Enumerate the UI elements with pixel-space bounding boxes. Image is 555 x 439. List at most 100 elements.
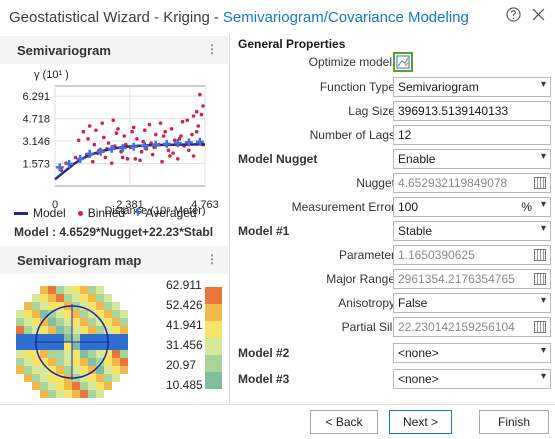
anisotropy-select[interactable]: False ▾ bbox=[393, 293, 551, 313]
binned-point bbox=[168, 154, 172, 158]
map-cell bbox=[112, 374, 120, 382]
map-cell bbox=[64, 286, 72, 294]
map-cell bbox=[64, 294, 72, 302]
map-cell bbox=[112, 310, 120, 318]
close-button[interactable] bbox=[528, 4, 548, 24]
map-cell bbox=[32, 350, 40, 358]
map-cell bbox=[24, 334, 32, 342]
map-cell bbox=[56, 302, 64, 310]
binned-point bbox=[161, 134, 166, 138]
map-cell bbox=[88, 366, 96, 374]
left-panel: Semivariogram ⋮ γ (10¹ ) 0 2.381 4.763 6.2… bbox=[0, 34, 228, 404]
number-of-lags-input[interactable]: 12 bbox=[393, 125, 551, 145]
finish-button[interactable]: Finish bbox=[479, 410, 549, 434]
map-cell bbox=[64, 326, 72, 334]
binned-point bbox=[94, 128, 98, 133]
x-tick-label: 2.381 bbox=[116, 199, 144, 211]
map-menu-icon[interactable]: ⋮ bbox=[206, 252, 218, 266]
chevron-down-icon: ▾ bbox=[540, 223, 546, 234]
y-tick-label: 3.146 bbox=[22, 136, 50, 148]
binned-point bbox=[116, 127, 120, 131]
binned-swatch bbox=[77, 210, 83, 216]
partial-sill-value: 22.230142159256104 bbox=[398, 320, 515, 334]
help-button[interactable] bbox=[503, 4, 523, 24]
model-nugget-value: Enable bbox=[398, 152, 436, 166]
model-nugget-select[interactable]: Enable ▾ bbox=[393, 149, 551, 169]
map-cell bbox=[96, 366, 104, 374]
nugget-label: Nugget bbox=[356, 176, 395, 190]
x-tick-label: 0 bbox=[52, 199, 58, 211]
map-legend-label: 62.911 bbox=[166, 278, 202, 292]
calculator-icon[interactable] bbox=[534, 321, 546, 333]
map-cell bbox=[56, 342, 64, 350]
panel-menu-icon[interactable]: ⋮ bbox=[206, 42, 218, 56]
measurement-error-input[interactable]: 100% ▾ bbox=[393, 197, 551, 217]
map-cell bbox=[72, 358, 80, 366]
map-cell bbox=[56, 326, 64, 334]
averaged-point bbox=[162, 139, 171, 148]
map-cell bbox=[80, 310, 88, 318]
calculator-icon[interactable] bbox=[534, 249, 546, 261]
map-cell bbox=[40, 310, 48, 318]
map-cell bbox=[48, 366, 56, 374]
chevron-down-icon: ▾ bbox=[540, 199, 546, 210]
map-cell bbox=[48, 382, 56, 390]
measurement-error-value: 100 bbox=[398, 200, 419, 214]
map-cell bbox=[96, 286, 104, 294]
binned-point bbox=[131, 125, 136, 130]
model3-select[interactable]: <none> ▾ bbox=[393, 369, 551, 389]
parameter-input[interactable]: 1.1650390625 bbox=[393, 245, 551, 265]
map-cell bbox=[16, 366, 24, 374]
nugget-input[interactable]: 4.652932119849078 bbox=[393, 173, 551, 193]
map-cell bbox=[96, 326, 104, 334]
major-range-input[interactable]: 2961354.2176354765 bbox=[393, 269, 551, 289]
binned-point bbox=[120, 155, 125, 160]
map-cell bbox=[88, 286, 96, 294]
calculator-icon[interactable] bbox=[534, 177, 546, 189]
model1-select[interactable]: Stable ▾ bbox=[393, 221, 551, 241]
back-button[interactable]: < Back bbox=[310, 410, 378, 434]
question-icon bbox=[505, 6, 521, 22]
model2-label: Model #2 bbox=[238, 346, 290, 360]
map-cell bbox=[24, 366, 32, 374]
map-cell bbox=[88, 334, 96, 342]
map-cell bbox=[120, 310, 128, 318]
map-cell bbox=[64, 366, 72, 374]
binned-point bbox=[103, 155, 108, 160]
map-cell bbox=[80, 318, 88, 326]
map-legend-labels: 62.911 52.426 41.941 31.456 20.97 10.485 bbox=[166, 278, 203, 398]
map-cell bbox=[72, 326, 80, 334]
map-cell bbox=[96, 318, 104, 326]
parameter-row: Parameter 1.1650390625 bbox=[230, 245, 555, 265]
binned-point bbox=[114, 131, 119, 135]
lag-size-input[interactable]: 396913.5139140133 bbox=[393, 101, 551, 121]
map-cell bbox=[80, 350, 88, 358]
map-cell bbox=[48, 294, 56, 302]
percent-unit: % bbox=[521, 200, 532, 214]
next-button[interactable]: Next > bbox=[389, 410, 452, 434]
map-cell bbox=[112, 334, 120, 342]
function-type-select[interactable]: Semivariogram ▾ bbox=[393, 77, 551, 97]
partial-sill-input[interactable]: 22.230142159256104 bbox=[393, 317, 551, 337]
chart-legend: Model Binned + Averaged bbox=[14, 205, 197, 221]
x-tick-label: 4.763 bbox=[191, 199, 219, 211]
model2-select[interactable]: <none> ▾ bbox=[393, 343, 551, 363]
function-type-row: Function Type Semivariogram ▾ bbox=[230, 77, 555, 97]
optimize-model-button[interactable] bbox=[393, 52, 413, 72]
number-of-lags-value: 12 bbox=[398, 128, 412, 142]
map-cell bbox=[88, 294, 96, 302]
map-cell bbox=[88, 302, 96, 310]
map-cell bbox=[48, 374, 56, 382]
map-cell bbox=[40, 294, 48, 302]
map-cell bbox=[32, 302, 40, 310]
map-cell bbox=[96, 350, 104, 358]
map-color-ramp bbox=[205, 287, 222, 389]
map-cell bbox=[48, 326, 56, 334]
averaged-point bbox=[76, 154, 85, 163]
semivariogram-header: Semivariogram ⋮ bbox=[0, 36, 228, 64]
map-cell bbox=[104, 318, 112, 326]
map-cell bbox=[104, 358, 112, 366]
calculator-icon[interactable] bbox=[534, 273, 546, 285]
map-cell bbox=[80, 390, 88, 398]
binned-point bbox=[102, 135, 106, 140]
